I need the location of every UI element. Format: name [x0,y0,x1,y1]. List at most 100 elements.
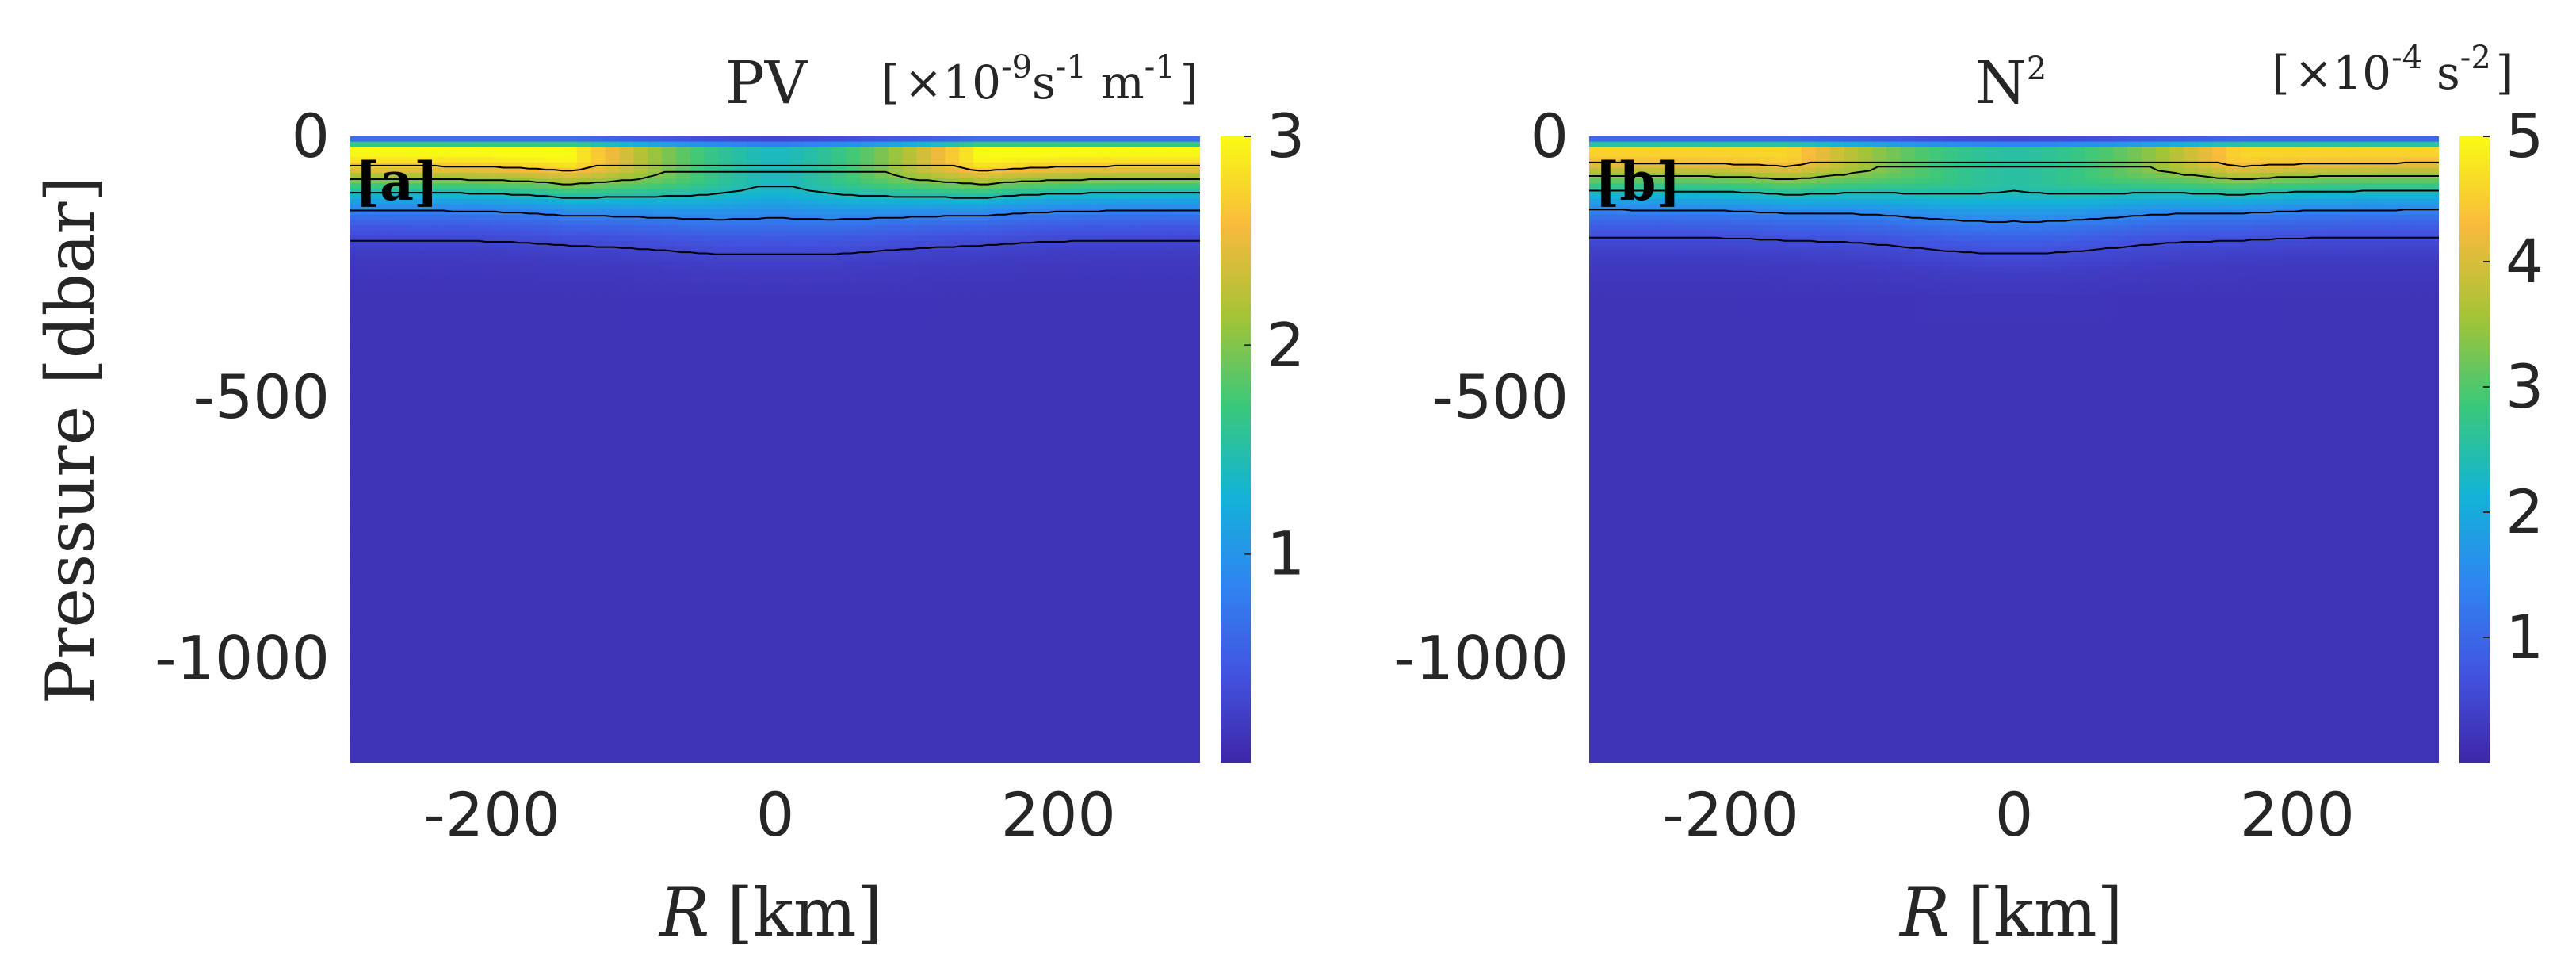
heat-cell [817,147,833,153]
heat-cell [1030,580,1045,607]
heat-cell [2155,580,2171,607]
heat-cell [1631,141,1647,147]
heat-cell [2113,220,2128,226]
heat-cell [1143,737,1159,763]
heat-cell [1716,580,1732,607]
heat-cell [1143,423,1159,450]
heat-cell [803,737,819,763]
heat-cell [1844,256,1859,262]
heat-cell [364,397,380,424]
heat-cell [633,251,648,258]
heat-cell [1829,397,1845,424]
heat-cell [435,251,450,258]
heat-cell [817,553,833,581]
heat-cell [704,147,720,153]
heat-cell [407,737,422,763]
heat-cell [1858,262,1874,268]
heat-cell [959,220,974,226]
heat-cell [378,220,394,226]
heat-cell [732,235,748,242]
heat-cell [1716,272,1732,278]
heat-cell [1928,710,1944,737]
heat-cell [2198,220,2213,226]
heat-cell [1971,737,1987,763]
heat-cell [704,580,720,607]
heat-cell [945,553,961,581]
heat-cell [1072,209,1087,216]
heat-cell [916,167,932,174]
heat-cell [648,256,663,262]
heat-cell [491,266,507,273]
heat-cell [534,220,549,226]
heat-cell [1660,235,1675,242]
heat-cell [1759,553,1775,581]
heat-cell [1001,684,1017,711]
heat-cell [803,240,819,247]
heat-cell [831,345,847,372]
heat-cell [1943,224,1959,232]
heat-cell [1072,277,1087,284]
heat-cell [1058,527,1073,555]
heat-cell [407,224,422,232]
heat-cell [973,199,988,205]
heat-cell [506,162,522,169]
heat-cell [1674,214,1689,221]
heat-cell [378,277,394,284]
heat-cell [945,240,961,247]
heat-cell [449,246,464,252]
heat-cell [1688,136,1703,143]
heat-cell [1943,684,1959,711]
heat-cell [1745,527,1760,555]
heat-cell [2198,209,2213,216]
heat-cell [534,209,549,216]
heat-cell [1872,230,1887,236]
heat-cell [350,214,365,221]
heat-cell [761,157,776,163]
heat-cell [775,262,790,268]
heat-cell [1114,183,1130,189]
heat-cell [1829,272,1845,278]
heat-cell [789,527,805,555]
heat-cell [2198,183,2213,189]
heat-cell [463,345,479,372]
heat-cell [2127,183,2142,189]
heat-cell [662,658,677,685]
heat-cell [860,256,875,262]
heat-cell [1872,193,1887,200]
heat-cell [1886,282,1901,289]
heat-cell [1114,580,1130,607]
heat-cell [576,606,592,633]
heat-cell [1603,319,1619,346]
heat-cell [1617,240,1633,247]
heat-cell [1660,167,1675,174]
heat-cell [364,167,380,174]
x-tick-label: 200 [1001,779,1116,850]
heat-cell [449,220,464,226]
heat-cell [563,293,578,320]
heat-cell [1660,272,1675,278]
heat-cell [1044,193,1060,200]
heat-cell [350,136,365,143]
heat-cell [988,220,1003,226]
heat-cell [761,606,776,633]
heat-cell [973,256,988,262]
heat-cell [1100,262,1116,268]
heat-cell [959,251,974,258]
heat-cell [846,580,861,607]
heat-cell [648,188,663,195]
heat-cell [1674,147,1689,153]
heat-cell [1688,632,1703,660]
heat-cell [1171,141,1187,147]
heat-cell [988,397,1003,424]
heat-cell [1943,293,1959,320]
heat-cell [1015,606,1031,633]
heat-cell [1674,136,1689,143]
heat-cell [874,475,889,503]
heat-cell [831,423,847,450]
heat-cell [747,684,762,711]
heat-cell [747,277,762,284]
heat-cell [590,183,606,189]
heat-cell [633,371,648,398]
heat-cell [732,293,748,320]
heat-cell [2113,684,2128,711]
